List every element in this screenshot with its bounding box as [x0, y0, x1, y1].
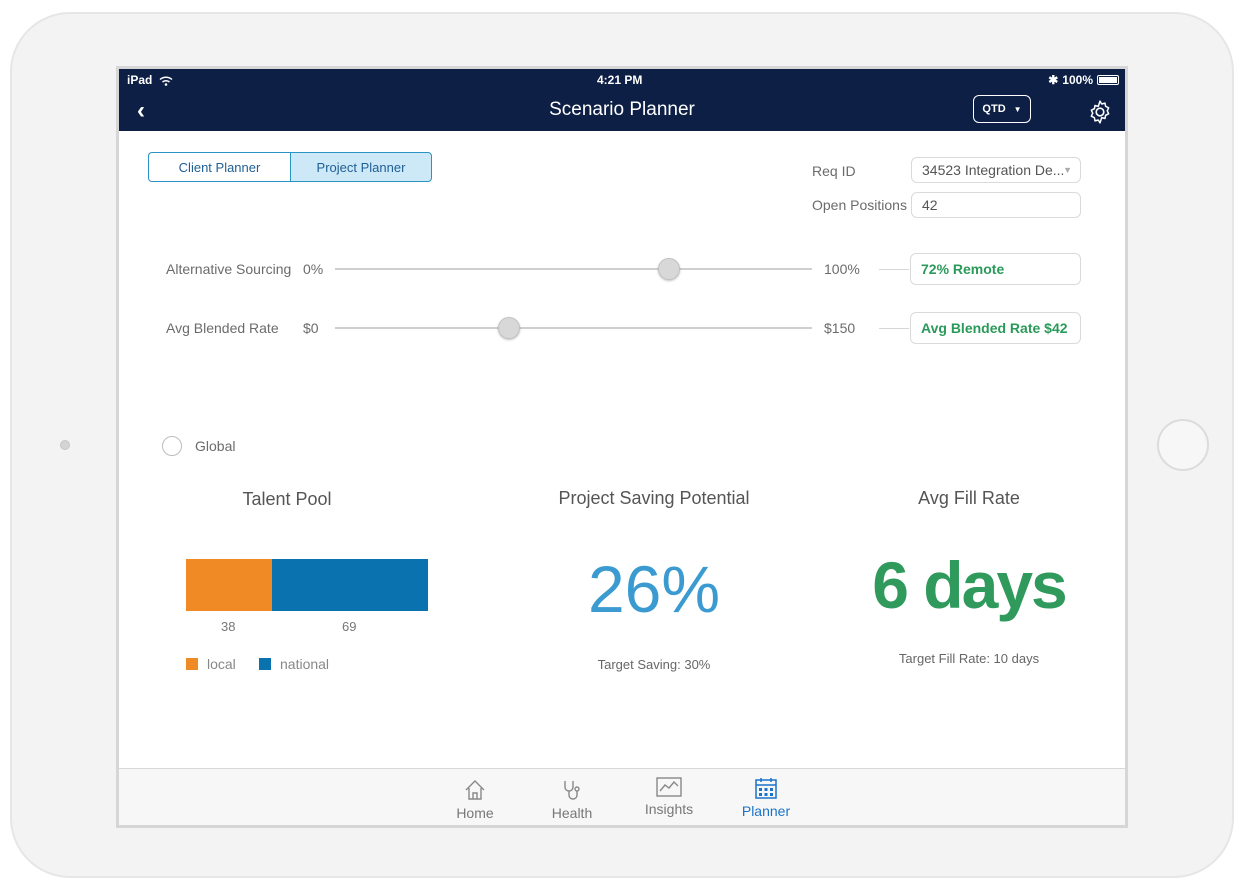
- carrier-label: iPad: [127, 73, 173, 87]
- sourcing-slider-track[interactable]: [335, 268, 812, 270]
- clock: 4:21 PM: [597, 73, 643, 87]
- stethoscope-icon: [564, 781, 580, 800]
- local-value: 38: [220, 619, 236, 634]
- saving-value: 26%: [587, 552, 721, 626]
- req-id-label: Req ID: [812, 163, 856, 179]
- legend-swatch-local: [186, 658, 198, 670]
- planner-toggle: Client Planner Project Planner: [148, 152, 432, 182]
- divider: [879, 269, 909, 270]
- period-dropdown[interactable]: QTD ▼: [973, 95, 1031, 123]
- tab-client-planner[interactable]: Client Planner: [148, 152, 290, 182]
- home-hardware-button[interactable]: [1157, 419, 1209, 471]
- caret-down-icon: ▼: [1063, 165, 1072, 175]
- open-positions-field[interactable]: 42: [911, 192, 1081, 218]
- gear-icon[interactable]: [1087, 99, 1113, 125]
- national-value: 69: [341, 619, 357, 634]
- home-icon: [465, 780, 485, 800]
- legend-national: national: [280, 656, 330, 672]
- tab-health[interactable]: Health: [532, 778, 612, 821]
- bluetooth-icon: ✱: [1048, 73, 1059, 87]
- tab-home[interactable]: Home: [435, 778, 515, 821]
- saving-target: Target Saving: 30%: [597, 657, 711, 672]
- wifi-icon: [159, 76, 173, 86]
- sourcing-slider-handle[interactable]: [657, 258, 680, 280]
- tab-project-planner[interactable]: Project Planner: [290, 152, 432, 182]
- legend-local: local: [207, 656, 236, 672]
- slider-min: 0%: [303, 261, 324, 277]
- req-id-select[interactable]: 34523 Integration De... ▼: [911, 157, 1081, 183]
- global-radio[interactable]: [162, 436, 182, 456]
- rate-result: Avg Blended Rate $42: [910, 312, 1081, 344]
- page-title: Scenario Planner: [549, 99, 695, 120]
- rate-slider-track[interactable]: [335, 327, 812, 329]
- calendar-icon: [755, 778, 777, 799]
- open-positions-label: Open Positions: [812, 197, 907, 213]
- fill-rate-title: Avg Fill Rate: [918, 488, 1020, 508]
- fill-rate-target: Target Fill Rate: 10 days: [898, 651, 1040, 666]
- rate-slider-handle[interactable]: [498, 317, 521, 339]
- caret-down-icon: ▼: [1013, 104, 1022, 114]
- slider-label: Avg Blended Rate: [166, 320, 279, 336]
- battery-icon: [1097, 75, 1119, 85]
- national-bar: [271, 559, 428, 611]
- camera-icon: [60, 440, 70, 450]
- legend-swatch-national: [259, 658, 271, 670]
- sourcing-result: 72% Remote: [910, 253, 1081, 285]
- tab-planner[interactable]: Planner: [726, 776, 806, 819]
- slider-label: Alternative Sourcing: [166, 261, 292, 277]
- tab-bar: Home Health Insights Planner: [119, 768, 1125, 825]
- chart-icon: [656, 777, 682, 797]
- app-screen: iPad 4:21 PM ✱ 100% ‹ Scenario Planner Q…: [116, 66, 1128, 828]
- battery-status: ✱ 100%: [1048, 73, 1119, 87]
- global-label: Global: [195, 438, 236, 454]
- slider-min: $0: [303, 320, 319, 336]
- local-bar: [186, 559, 272, 611]
- divider: [879, 328, 909, 329]
- fill-rate-value: 6 days: [872, 548, 1067, 622]
- slider-max: $150: [824, 320, 856, 336]
- talent-pool-title: Talent Pool: [242, 489, 332, 509]
- slider-max: 100%: [824, 261, 860, 277]
- back-button[interactable]: ‹: [137, 97, 145, 124]
- saving-title: Project Saving Potential: [558, 488, 750, 508]
- tab-insights[interactable]: Insights: [629, 776, 709, 817]
- nav-bar: iPad 4:21 PM ✱ 100% ‹ Scenario Planner Q…: [119, 69, 1125, 131]
